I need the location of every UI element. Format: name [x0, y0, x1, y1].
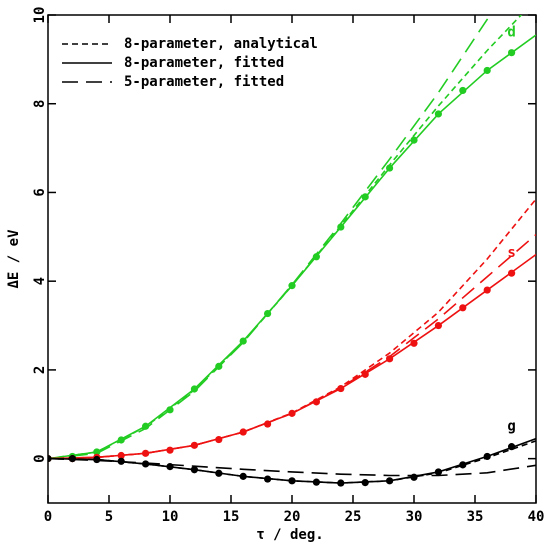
y-tick-label: 6	[32, 188, 48, 196]
data-point	[239, 472, 247, 480]
data-point	[361, 193, 369, 201]
data-point	[386, 355, 394, 363]
y-tick-label: 10	[32, 7, 48, 24]
data-point	[459, 86, 467, 95]
data-point	[434, 110, 442, 118]
data-point	[142, 422, 150, 430]
data-point	[312, 478, 320, 486]
data-point	[215, 435, 223, 444]
data-point	[264, 475, 272, 483]
data-point	[288, 409, 296, 417]
data-point	[117, 457, 125, 465]
data-point	[117, 451, 125, 460]
data-point	[410, 136, 418, 144]
data-point	[312, 398, 320, 406]
data-point	[434, 468, 442, 476]
data-point	[483, 452, 491, 461]
data-point	[312, 253, 320, 261]
x-tick-label: 15	[223, 509, 240, 525]
data-point	[483, 66, 491, 75]
y-tick-label: 4	[32, 277, 48, 285]
data-point	[337, 384, 345, 393]
data-point	[434, 321, 442, 330]
legend-label: 5-parameter, fitted	[124, 74, 284, 90]
x-tick-label: 20	[284, 509, 301, 525]
data-point	[166, 463, 174, 471]
data-point	[288, 282, 296, 290]
series-label: d	[507, 25, 515, 41]
series-label: g	[507, 419, 515, 435]
data-point	[508, 443, 516, 451]
data-point	[190, 466, 198, 474]
data-point	[239, 428, 247, 436]
curve-analytical	[48, 198, 536, 460]
data-point	[117, 436, 125, 444]
plot-area	[48, 15, 536, 487]
data-point	[190, 385, 198, 393]
curve-five-parameter	[48, 457, 536, 477]
legend-label: 8-parameter, analytical	[124, 36, 318, 52]
data-point	[288, 477, 296, 485]
y-tick-label: 2	[32, 366, 48, 374]
x-axis-label: τ / deg.	[256, 527, 323, 543]
data-point	[239, 337, 247, 345]
data-point	[68, 455, 76, 463]
data-point	[142, 460, 150, 468]
data-point	[190, 441, 198, 449]
data-point	[361, 370, 369, 378]
y-axis-label: ΔE / eV	[6, 229, 22, 289]
y-tick-label: 8	[32, 100, 48, 108]
curve-analytical	[48, 15, 523, 460]
data-point	[142, 449, 150, 457]
x-tick-label: 35	[467, 509, 484, 525]
curve-five-parameter	[48, 233, 536, 460]
data-point	[459, 461, 467, 469]
data-point	[386, 477, 394, 485]
data-point	[337, 479, 345, 487]
data-point	[483, 286, 491, 294]
data-point	[508, 49, 516, 57]
data-point	[508, 269, 516, 277]
legend-label: 8-parameter, fitted	[124, 55, 284, 71]
data-point	[166, 446, 174, 454]
data-point	[410, 473, 418, 481]
x-tick-label: 30	[406, 509, 423, 525]
series-label: s	[507, 245, 515, 261]
x-tick-label: 25	[345, 509, 362, 525]
data-point	[215, 362, 223, 370]
y-tick-label: 0	[32, 454, 48, 462]
data-point	[264, 309, 272, 318]
x-tick-label: 5	[105, 509, 113, 525]
x-tick-label: 0	[44, 509, 52, 525]
data-point	[361, 478, 369, 487]
data-point	[337, 223, 345, 231]
data-point	[93, 455, 101, 464]
curve-fitted	[48, 34, 536, 460]
data-point	[166, 406, 174, 414]
data-point	[264, 420, 272, 428]
data-point	[459, 304, 467, 312]
x-tick-label: 10	[162, 509, 179, 525]
data-point	[410, 339, 418, 347]
data-point	[215, 469, 223, 477]
curve-five-parameter	[48, 15, 492, 460]
x-tick-label: 40	[528, 509, 544, 525]
data-point	[386, 164, 394, 172]
data-point	[93, 448, 101, 456]
